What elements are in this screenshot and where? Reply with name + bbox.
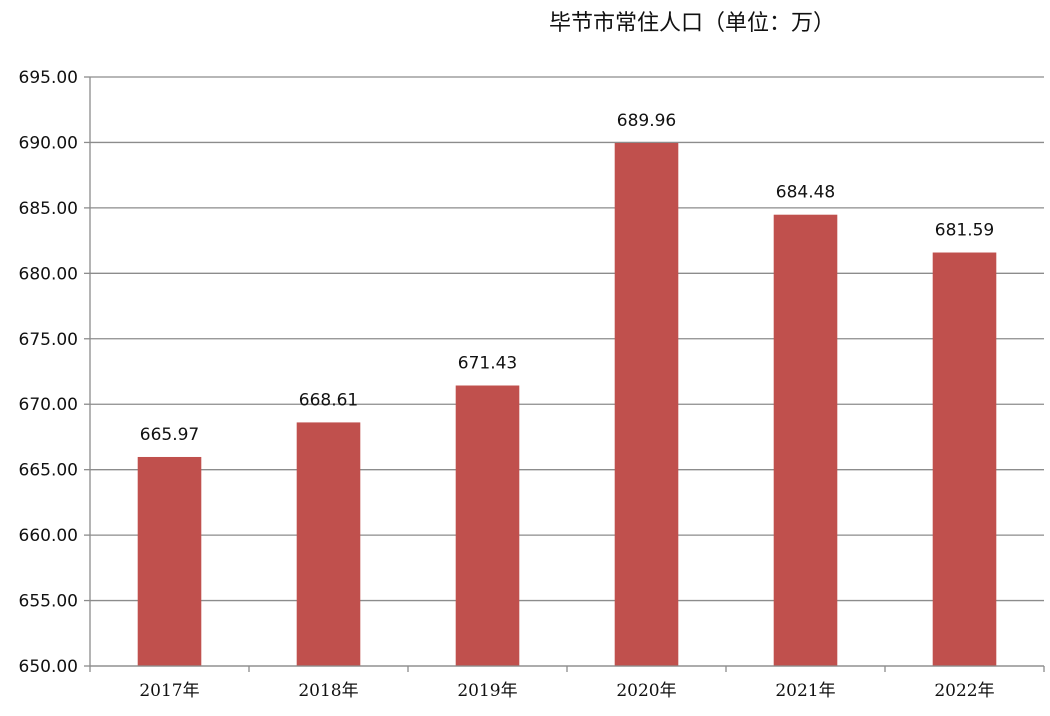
axis-layer: 650.00 655.00 660.00 665.00 670.00 675.00 680.… — [19, 68, 1045, 701]
data-label: 681.59 — [935, 221, 994, 241]
data-label: 684.48 — [776, 183, 835, 203]
x-tick-label: 2019年 — [457, 681, 517, 701]
y-tick-label: 695.00 — [19, 68, 78, 88]
data-label: 668.61 — [299, 390, 358, 410]
bar-2021年 — [773, 214, 838, 666]
bar-2018年 — [296, 422, 361, 666]
y-tick-label: 665.00 — [19, 461, 78, 481]
y-tick-label: 655.00 — [19, 592, 78, 612]
x-tick-label: 2020年 — [616, 681, 676, 701]
bar-2020年 — [614, 142, 679, 666]
y-tick-label: 660.00 — [19, 526, 78, 546]
data-label: 671.43 — [458, 354, 517, 374]
chart-title: 毕节市常住人口（单位：万） — [549, 11, 835, 36]
y-tick-label: 685.00 — [19, 199, 78, 219]
y-tick-label: 670.00 — [19, 395, 78, 415]
x-tick-label: 2017年 — [139, 681, 199, 701]
y-tick-label: 680.00 — [19, 264, 78, 284]
x-tick-label: 2021年 — [775, 681, 835, 701]
x-tick-label: 2022年 — [934, 681, 994, 701]
y-tick-label: 650.00 — [19, 657, 78, 677]
grid-layer — [90, 76, 1044, 667]
y-tick-label: 690.00 — [19, 133, 78, 153]
x-tick-label: 2018年 — [298, 681, 358, 701]
bars-layer — [137, 142, 997, 666]
y-tick-label: 675.00 — [19, 330, 78, 350]
bar-2022年 — [932, 252, 997, 666]
bar-2019年 — [455, 385, 520, 666]
data-label: 665.97 — [140, 425, 199, 445]
data-label: 689.96 — [617, 111, 676, 131]
bar-2017年 — [137, 456, 202, 666]
data-labels-layer: 665.97 668.61 671.43 689.96 684.48 681.59 — [140, 111, 994, 445]
